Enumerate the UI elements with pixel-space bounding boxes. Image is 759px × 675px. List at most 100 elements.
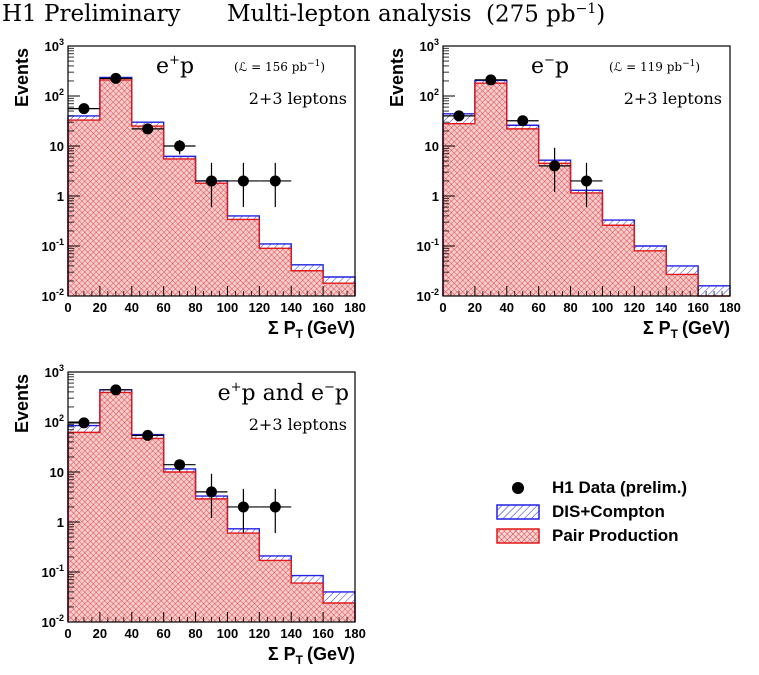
data-point-icon xyxy=(512,482,524,494)
data-point xyxy=(517,115,529,127)
x-tick-label: 120 xyxy=(248,626,270,641)
x-axis-label-main: Σ P xyxy=(268,644,296,664)
pair-production-bar xyxy=(634,250,667,296)
x-tick-label: 0 xyxy=(439,300,446,315)
y-tick-exp: -2 xyxy=(56,287,64,297)
panel-title-p: p xyxy=(180,54,194,79)
x-tick-label: 20 xyxy=(468,300,482,315)
panel-lumi-value: (ℒ = 156 pb xyxy=(234,60,307,74)
title-luminosity: (275 pb−1) xyxy=(486,1,605,28)
panel-title-p: p xyxy=(555,54,569,79)
y-tick-label: 10-2 xyxy=(42,287,64,304)
legend-label-pair: Pair Production xyxy=(552,526,679,545)
y-axis-label: Events xyxy=(12,48,32,107)
x-tick-label: 160 xyxy=(312,626,334,641)
y-tick-label: 1 xyxy=(57,515,64,530)
panel-title-e: e xyxy=(531,54,544,79)
x-tick-label: 40 xyxy=(500,300,514,315)
legend-item-dis: DIS+Compton xyxy=(490,502,750,524)
data-point xyxy=(269,175,281,187)
panel-title-end: p xyxy=(335,381,349,406)
y-tick-base: 10 xyxy=(42,565,56,580)
x-tick-label: 100 xyxy=(217,626,239,641)
x-tick-label: 80 xyxy=(188,300,202,315)
x-axis-label-main: Σ P xyxy=(643,318,671,338)
panel-title-mid: p and e xyxy=(242,381,324,406)
panel-luminosity: (ℒ = 119 pb−1) xyxy=(609,59,700,74)
y-tick-label: 10 xyxy=(50,465,64,480)
x-axis-label-unit: (GeV) xyxy=(307,318,355,338)
pair-production-bar xyxy=(291,583,324,622)
y-tick-exp: -2 xyxy=(431,287,439,297)
y-tick-base: 10 xyxy=(417,289,431,304)
pair-production-bar xyxy=(259,248,292,296)
pair-production-bar xyxy=(227,219,260,296)
x-tick-label: 80 xyxy=(563,300,577,315)
y-tick-base: 10 xyxy=(417,239,431,254)
panel-luminosity: (ℒ = 156 pb−1) xyxy=(234,59,325,74)
y-tick-base: 10 xyxy=(42,615,56,630)
data-point xyxy=(142,429,154,441)
panel-title-e: e xyxy=(156,54,169,79)
x-tick-label: 100 xyxy=(217,300,239,315)
y-tick-label: 10-2 xyxy=(42,613,64,630)
pair-production-bar xyxy=(474,83,507,296)
x-tick-label: 20 xyxy=(93,300,107,315)
pair-production-bar xyxy=(666,274,699,296)
y-tick-exp: -2 xyxy=(56,613,64,623)
data-point xyxy=(485,74,497,86)
legend-item-pair: Pair Production xyxy=(490,526,750,548)
data-point xyxy=(110,384,122,396)
y-tick-label: 103 xyxy=(45,37,64,54)
pair-production-bar xyxy=(99,392,132,622)
legend-label-dis: DIS+Compton xyxy=(552,502,665,521)
y-tick-exp: -1 xyxy=(56,563,64,573)
pair-production-bar xyxy=(163,158,196,296)
y-tick-label: 10-1 xyxy=(42,237,64,254)
data-point xyxy=(142,123,154,135)
x-axis-label-unit: (GeV) xyxy=(682,318,730,338)
data-point xyxy=(78,417,90,429)
x-tick-label: 20 xyxy=(93,626,107,641)
x-tick-label: 140 xyxy=(280,626,302,641)
pair-production-bar xyxy=(131,438,164,622)
y-tick-exp: 2 xyxy=(434,87,439,97)
pair-production-bar xyxy=(259,560,292,622)
x-tick-label: 80 xyxy=(188,626,202,641)
y-tick-base: 10 xyxy=(420,39,434,54)
title-experiment: H1 Preliminary xyxy=(2,1,181,27)
data-point xyxy=(549,160,561,172)
pair-crosshatch-icon xyxy=(496,528,540,544)
x-axis-label: Σ PT (GeV) xyxy=(643,318,730,341)
pair-production-bar xyxy=(68,120,100,296)
x-tick-label: 160 xyxy=(687,300,709,315)
y-tick-label: 10-1 xyxy=(42,563,64,580)
panel-lepton-multiplicity: 2+3 leptons xyxy=(249,89,347,108)
x-tick-label: 120 xyxy=(248,300,270,315)
x-tick-label: 40 xyxy=(125,626,139,641)
x-tick-label: 60 xyxy=(156,626,170,641)
x-axis-label-main: Σ P xyxy=(268,318,296,338)
x-axis-label-sub: T xyxy=(296,653,304,667)
data-point xyxy=(78,103,90,115)
panel-lumi-value: (ℒ = 119 pb xyxy=(609,60,682,74)
y-axis-label: Events xyxy=(387,48,407,107)
y-tick-base: 10 xyxy=(45,365,59,380)
y-tick-label: 1 xyxy=(57,189,64,204)
pair-production-bar xyxy=(506,128,539,296)
x-tick-label: 180 xyxy=(344,300,366,315)
y-tick-label: 103 xyxy=(420,37,439,54)
panel-lepton-multiplicity: 2+3 leptons xyxy=(249,415,347,434)
y-tick-label: 10-1 xyxy=(417,237,439,254)
x-tick-label: 60 xyxy=(531,300,545,315)
title-lumi-exp: −1 xyxy=(575,1,597,17)
panel-title-sign: + xyxy=(231,380,242,395)
y-tick-exp: 2 xyxy=(59,87,64,97)
x-tick-label: 120 xyxy=(623,300,645,315)
pair-production-bar xyxy=(99,79,132,296)
data-point xyxy=(174,140,186,152)
